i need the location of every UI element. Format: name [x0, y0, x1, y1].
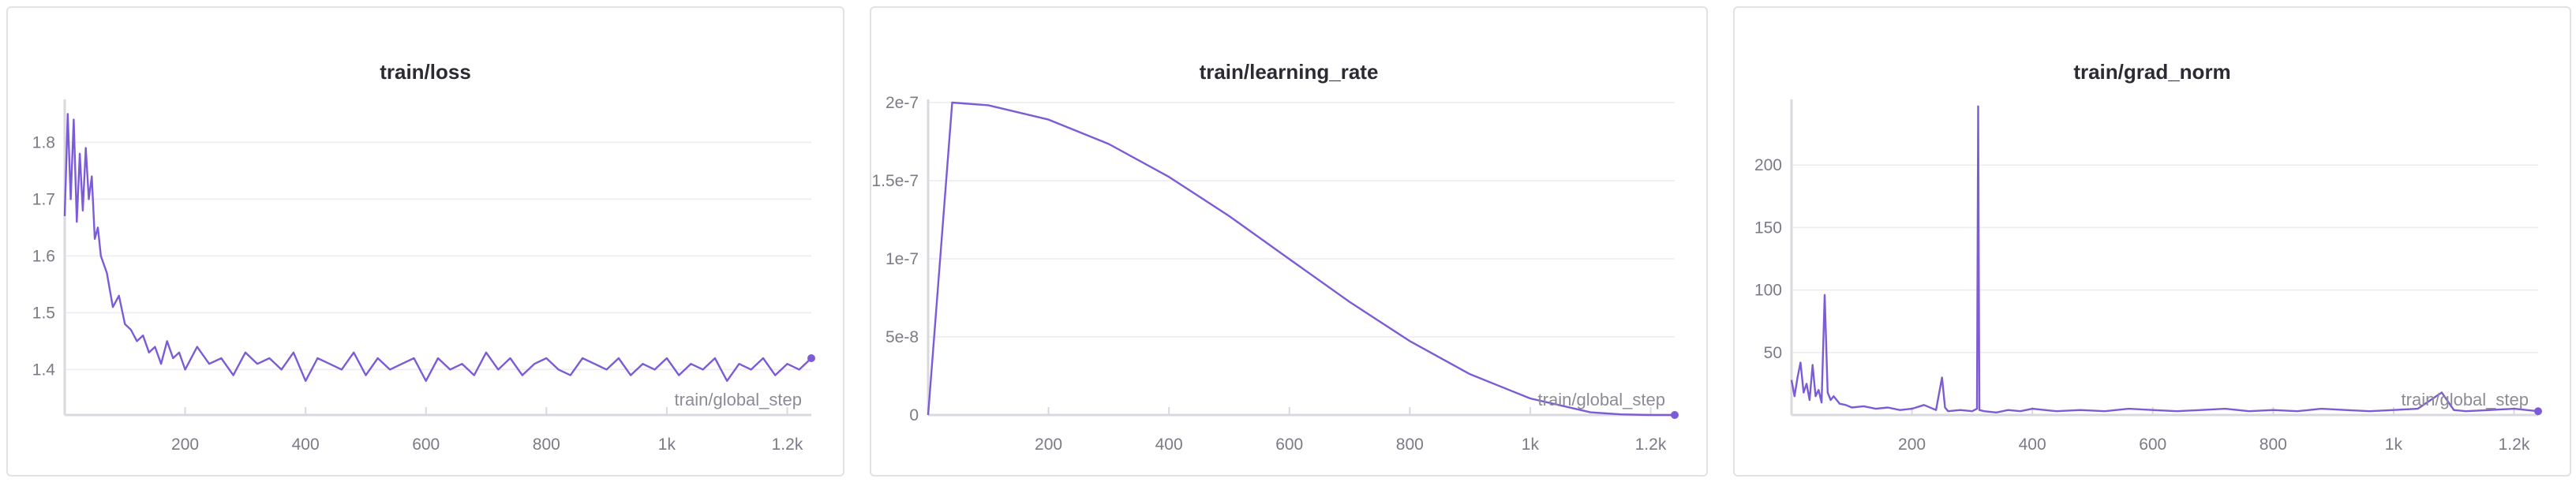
x-tick-label: 1k — [2385, 436, 2403, 454]
series-end-point — [2534, 407, 2542, 416]
series-line — [927, 101, 1675, 417]
x-tick-label: 200 — [171, 436, 199, 454]
x-tick-label: 800 — [2260, 436, 2287, 454]
y-tick-label: 1e-7 — [886, 250, 919, 268]
y-tick-label: 5e-8 — [886, 328, 919, 346]
series-line — [63, 113, 812, 382]
x-tick-label: 600 — [2139, 436, 2166, 454]
y-tick-label: 50 — [1764, 344, 1782, 362]
train-grad-norm-panel: train/grad_norm 50 100 150 200 200 400 600 800 1k… — [1733, 6, 2571, 477]
y-tick-label: 1.5 — [32, 304, 55, 322]
y-tick-label: 150 — [1754, 219, 1782, 237]
y-tick-label: 200 — [1754, 156, 1782, 174]
x-tick-label: 400 — [2019, 436, 2046, 454]
x-tick-label: 800 — [533, 436, 560, 454]
x-tick-label: 1k — [658, 436, 676, 454]
x-tick-label: 600 — [412, 436, 440, 454]
y-tick-label: 1.4 — [32, 361, 56, 379]
series-end-point — [1671, 411, 1679, 419]
x-tick-label: 600 — [1275, 436, 1303, 454]
x-axis-label: train/global_step — [675, 390, 802, 409]
x-tick-label: 800 — [1396, 436, 1424, 454]
chart-title: train/learning_rate — [1200, 60, 1379, 84]
x-tick-label: 1k — [1522, 436, 1540, 454]
x-tick-label: 1.2k — [2499, 436, 2530, 454]
y-tick-label: 100 — [1754, 282, 1782, 300]
y-tick-label: 0 — [909, 406, 919, 424]
series-line — [1790, 105, 2539, 413]
x-tick-label: 200 — [1898, 436, 1926, 454]
x-tick-label: 1.2k — [772, 436, 803, 454]
train-loss-panel: train/loss 1.4 1.5 1.6 1.7 1.8 200 400 600 800 1k 1… — [6, 6, 844, 477]
train-learning-rate-chart: train/learning_rate 0 5e-8 1e-7 1.5e-7 2e-7 20… — [871, 60, 1679, 454]
y-tick-label: 2e-7 — [886, 94, 919, 112]
chart-title: train/grad_norm — [2073, 60, 2230, 84]
y-tick-label: 1.6 — [32, 247, 55, 265]
y-tick-label: 1.7 — [32, 190, 55, 208]
x-axis-label: train/global_step — [2402, 390, 2529, 409]
series-end-point — [807, 354, 815, 362]
x-tick-label: 200 — [1035, 436, 1062, 454]
train-learning-rate-panel: train/learning_rate 0 5e-8 1e-7 1.5e-7 2e-7 20… — [870, 6, 1708, 477]
train-loss-chart: train/loss 1.4 1.5 1.6 1.7 1.8 200 400 600 800 1k 1… — [32, 60, 815, 454]
x-axis-label: train/global_step — [1538, 390, 1665, 409]
y-tick-label: 1.8 — [32, 133, 55, 151]
x-tick-label: 400 — [292, 436, 320, 454]
y-tick-label: 1.5e-7 — [871, 172, 919, 190]
chart-title: train/loss — [380, 60, 471, 84]
train-grad-norm-chart: train/grad_norm 50 100 150 200 200 400 600 800 1k… — [1754, 60, 2542, 454]
x-tick-label: 400 — [1155, 436, 1183, 454]
x-tick-label: 1.2k — [1635, 436, 1667, 454]
